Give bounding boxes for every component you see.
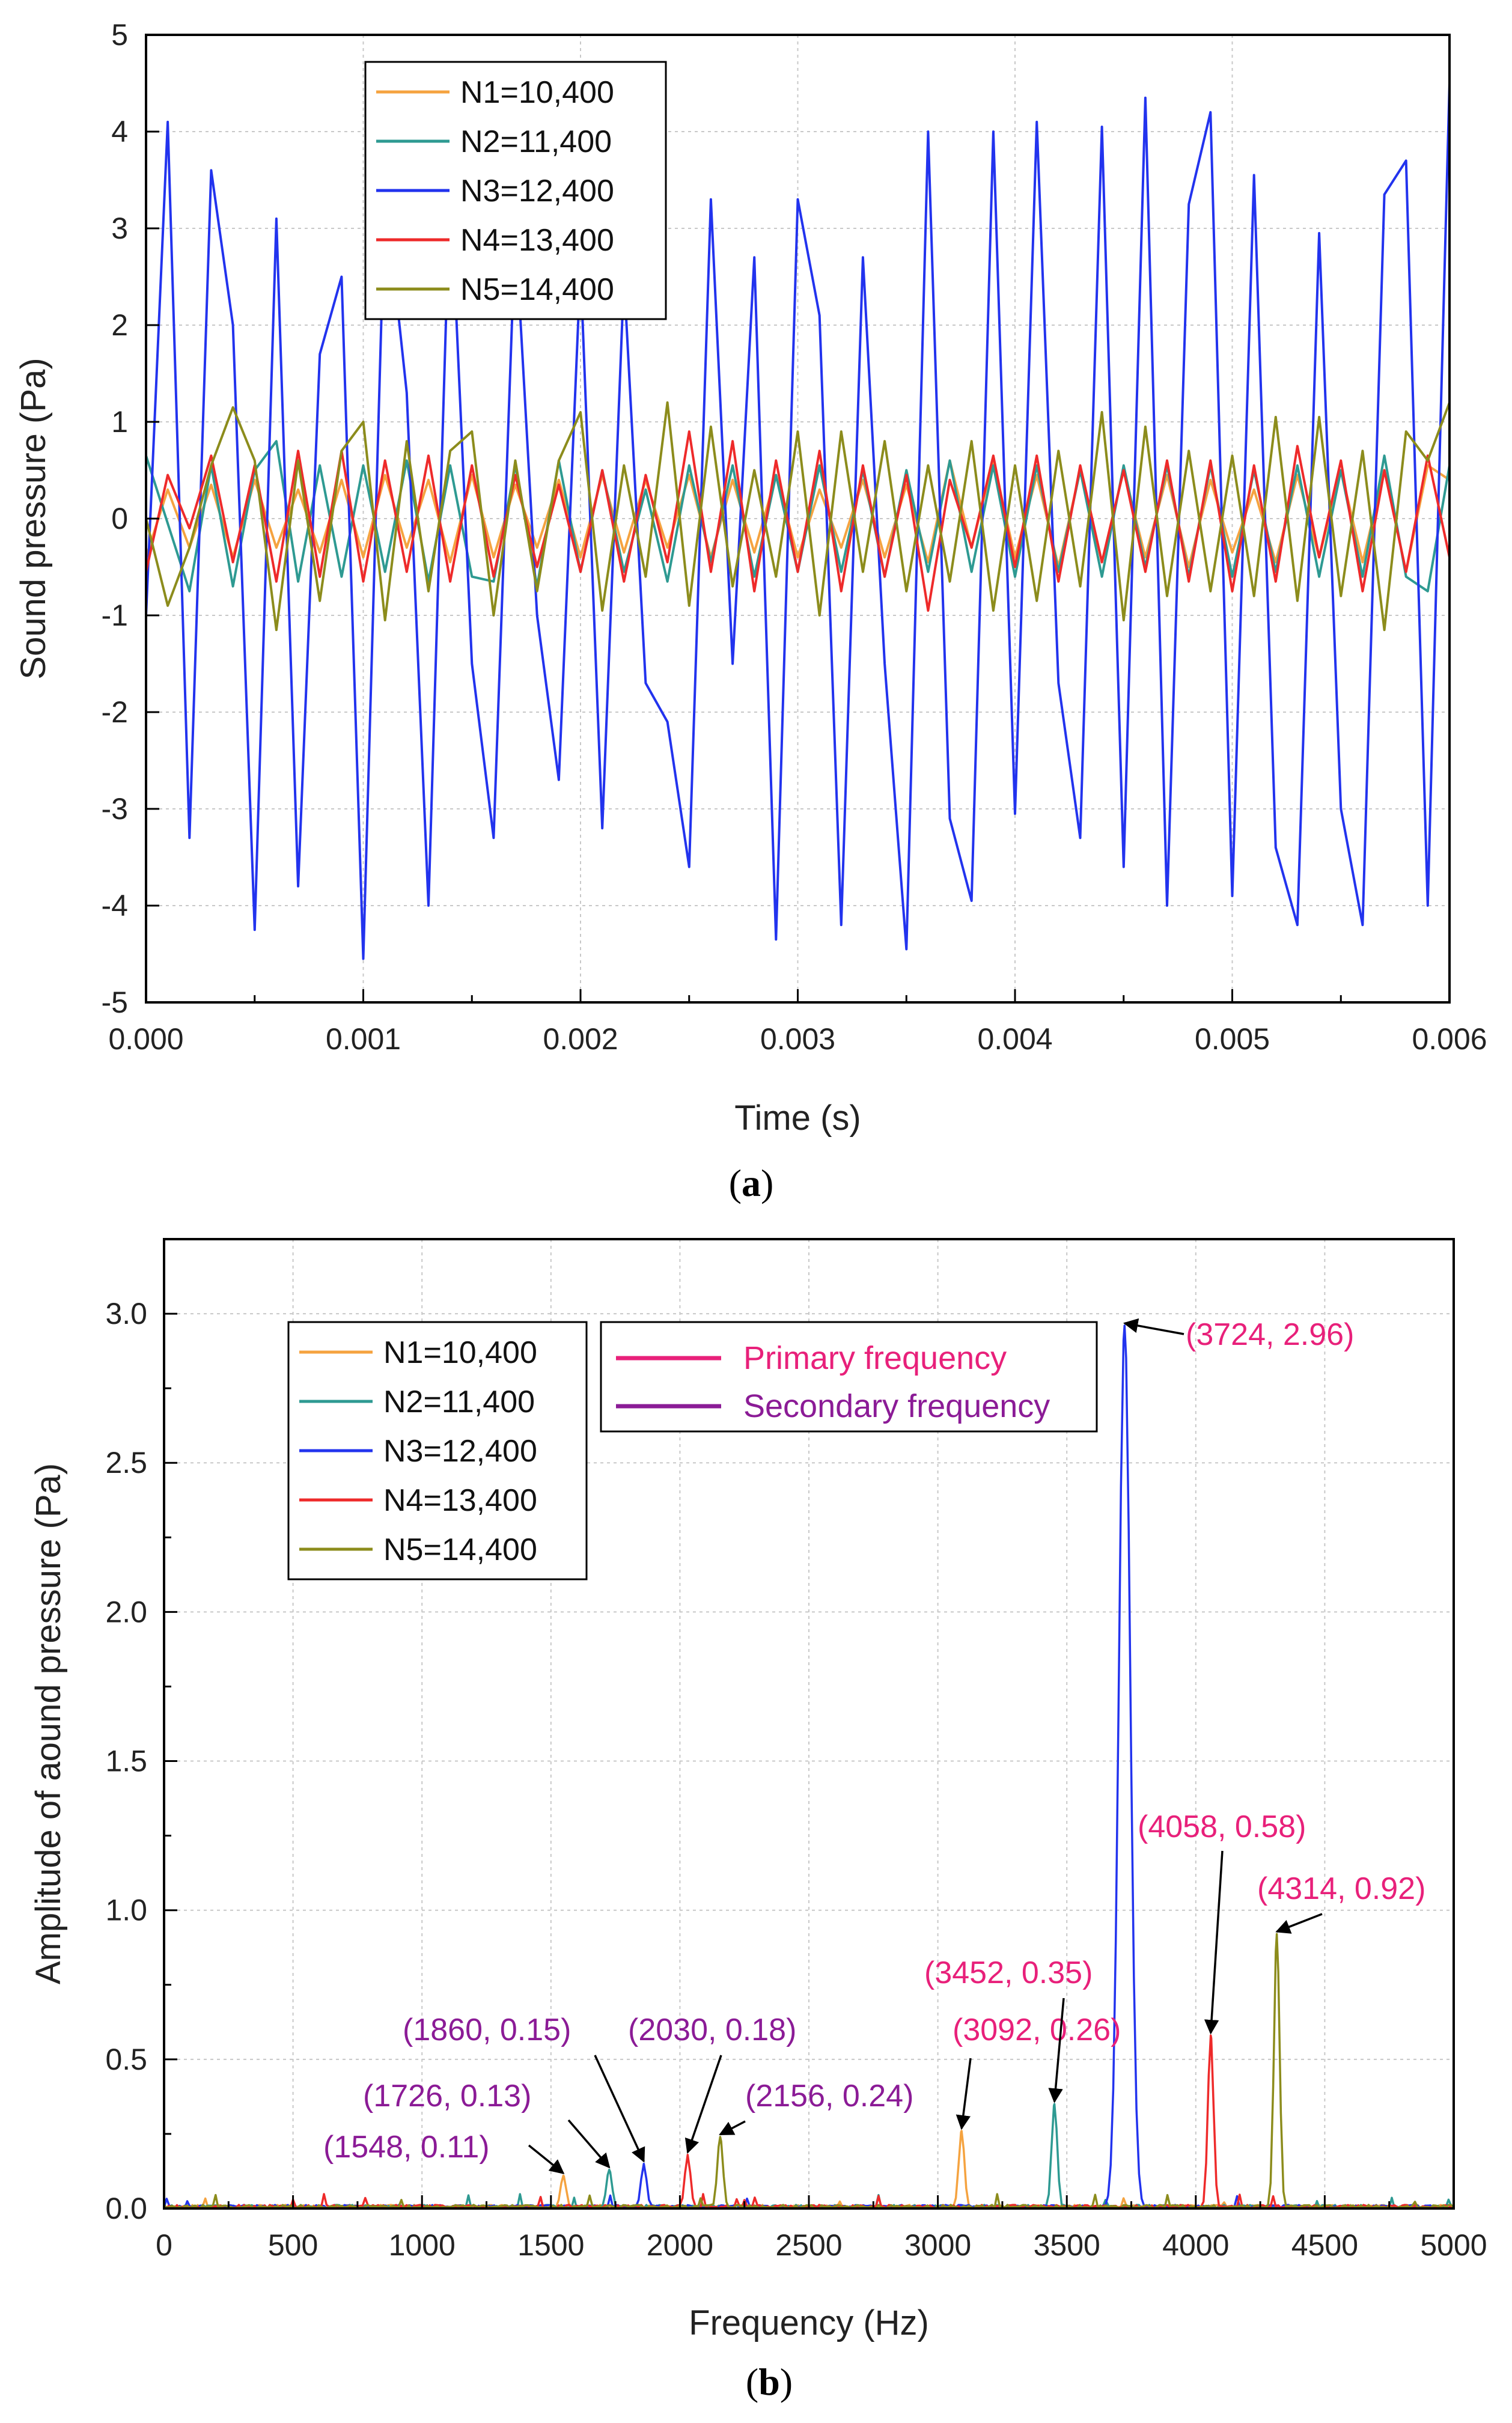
- series-line-n1: [145, 459, 1451, 573]
- x-axis-label: Frequency (Hz): [689, 2303, 929, 2342]
- x-tick-label: 2000: [647, 2228, 713, 2262]
- y-tick-label: 3: [111, 212, 128, 245]
- series-line-n3: [145, 34, 1451, 960]
- legend-label-n4: N4=13,400: [383, 1483, 537, 1518]
- panel-a-caption: (a): [729, 1162, 774, 1204]
- x-tick-label: 0.003: [760, 1022, 835, 1056]
- y-tick-label: 2: [111, 308, 128, 342]
- annotation-arrow: [719, 2120, 746, 2136]
- y-tick-label: 0: [111, 502, 128, 535]
- y-tick-label: -3: [102, 792, 128, 826]
- x-tick-label: 0: [156, 2228, 172, 2262]
- series-line-n5: [145, 401, 1451, 632]
- annotation-label: (1548, 0.11): [323, 2130, 490, 2165]
- x-tick-label: 0.006: [1412, 1022, 1487, 1056]
- panel-b-letter: b: [758, 2361, 780, 2403]
- x-tick-label: 3500: [1034, 2228, 1100, 2262]
- legend-label-n3: N3=12,400: [383, 1434, 537, 1469]
- type-legend-label-secondary: Secondary frequency: [743, 1388, 1050, 1424]
- annotation-arrow: [594, 2055, 645, 2163]
- annotation-label: (1860, 0.15): [403, 2013, 571, 2047]
- y-tick-label: 4: [111, 115, 128, 148]
- x-tick-label: 3000: [904, 2228, 971, 2262]
- type-legend-box: [600, 1321, 1098, 1433]
- annotation-arrow: [956, 2058, 972, 2130]
- y-tick-label: 2.5: [105, 1446, 147, 1480]
- annotation-arrow: [684, 2055, 722, 2154]
- x-tick-label: 0.004: [977, 1022, 1052, 1056]
- y-tick-label: 2.0: [105, 1595, 147, 1629]
- x-tick-label: 0.001: [326, 1022, 401, 1056]
- y-tick-label: 0.0: [105, 2192, 147, 2225]
- annotation-label: (2156, 0.24): [745, 2079, 913, 2114]
- annotation-label: (4314, 0.92): [1257, 1871, 1425, 1906]
- x-tick-label: 1500: [517, 2228, 584, 2262]
- x-tick-label: 4000: [1162, 2228, 1229, 2262]
- series-line-n4: [145, 430, 1451, 612]
- panel-b-caption: (b): [746, 2361, 793, 2403]
- x-tick-label: 4500: [1291, 2228, 1358, 2262]
- annotation-label: (1726, 0.13): [363, 2079, 531, 2114]
- annotation-arrow: [567, 2119, 611, 2169]
- chart-a-time-domain: 0.000 0.001 0.002 0.003 0.004 0.005 0.006 -5 -4 -…: [14, 18, 1487, 1138]
- annotation-label: (3452, 0.35): [924, 1955, 1093, 1990]
- y-tick-label: -1: [102, 599, 128, 632]
- x-axis-label: Time (s): [734, 1099, 861, 1138]
- y-tick-label: -4: [102, 889, 128, 922]
- x-tick-label: 500: [268, 2228, 318, 2262]
- y-tick-label: 1.5: [105, 1745, 147, 1778]
- type-legend-label-primary: Primary frequency: [743, 1340, 1007, 1376]
- y-tick-label: -2: [102, 695, 128, 729]
- annotation-arrow: [1275, 1913, 1323, 1934]
- y-tick-label: 3.0: [105, 1297, 147, 1330]
- panel-a-letter: a: [742, 1162, 761, 1204]
- y-axis-label: Amplitude of aound pressure (Pa): [29, 1463, 68, 1984]
- annotation-label: (4058, 0.58): [1138, 1809, 1306, 1844]
- legend-label-n1: N1=10,400: [460, 75, 614, 110]
- legend-label-n2: N2=11,400: [383, 1385, 535, 1419]
- x-tick-label: 0.002: [543, 1022, 618, 1056]
- x-tick-label: 2500: [775, 2228, 842, 2262]
- annotation-arrow: [1048, 1998, 1065, 2103]
- x-tick-label: 1000: [389, 2228, 456, 2262]
- chart-b-frequency-spectrum: 0 500 1000 1500 2000 2500 3000 3500 4000 4500 5000…: [29, 1238, 1487, 2342]
- y-tick-label: 0.5: [105, 2043, 147, 2076]
- y-axis-label: Sound pressure (Pa): [14, 358, 53, 679]
- x-tick-label: 5000: [1420, 2228, 1487, 2262]
- legend-label-n1: N1=10,400: [383, 1335, 537, 1370]
- y-tick-label: 1.0: [105, 1894, 147, 1927]
- y-tick-label: 5: [111, 18, 128, 52]
- legend-label-n2: N2=11,400: [460, 124, 612, 159]
- annotation-label: (3092, 0.26): [953, 2013, 1121, 2047]
- annotation-label: (3724, 2.96): [1186, 1317, 1354, 1352]
- annotation-arrow: [528, 2144, 565, 2174]
- annotation-label: (2030, 0.18): [628, 2013, 796, 2047]
- legend-label-n4: N4=13,400: [460, 223, 614, 258]
- y-tick-label: -5: [102, 986, 128, 1019]
- legend-label-n3: N3=12,400: [460, 174, 614, 209]
- annotation-arrow: [1123, 1318, 1184, 1335]
- legend-label-n5: N5=14,400: [383, 1532, 537, 1567]
- y-tick-label: 1: [111, 405, 128, 439]
- x-tick-label: 0.000: [108, 1022, 183, 1056]
- legend-label-n5: N5=14,400: [460, 272, 614, 307]
- x-tick-label: 0.005: [1195, 1022, 1270, 1056]
- annotation-arrow: [1204, 1850, 1224, 2035]
